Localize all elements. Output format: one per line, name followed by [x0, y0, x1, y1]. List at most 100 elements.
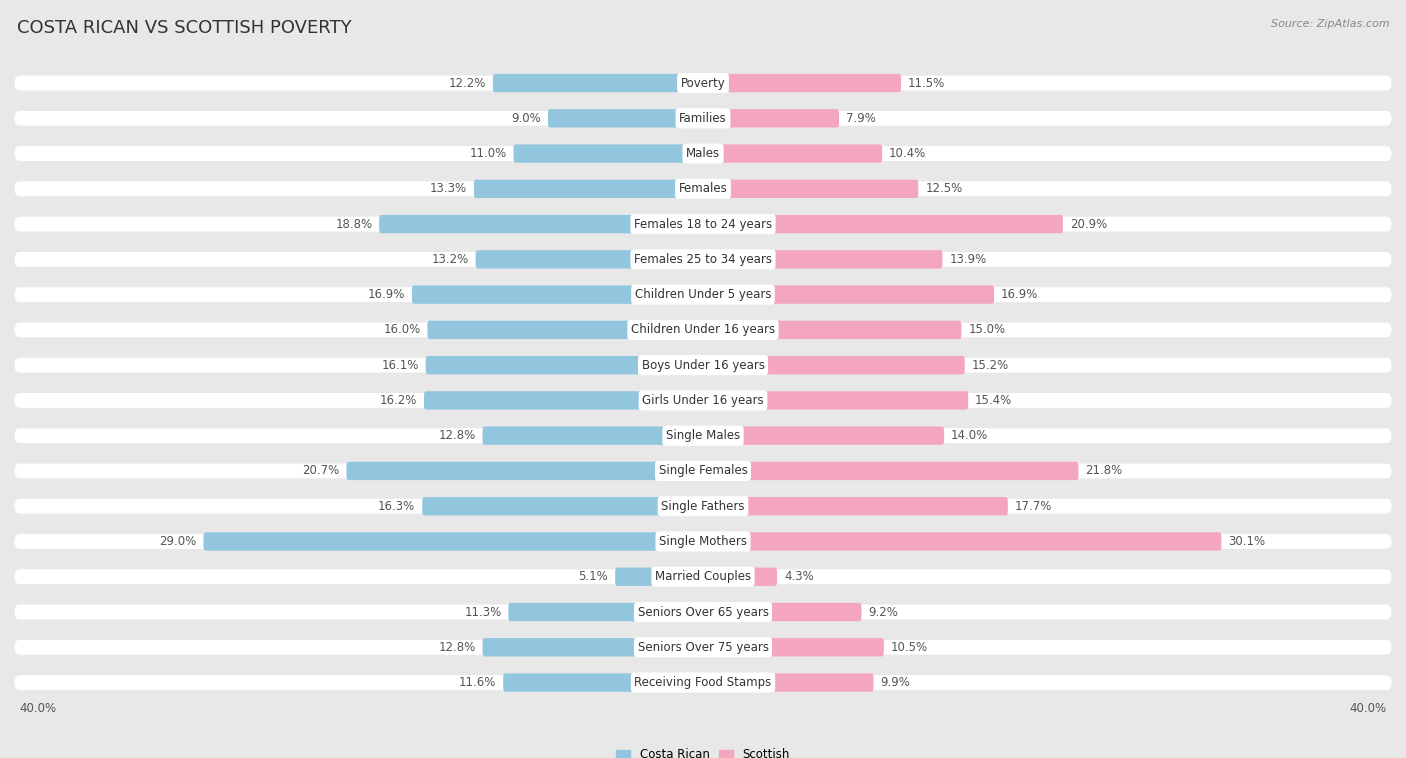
Text: 9.2%: 9.2% [869, 606, 898, 619]
Text: 29.0%: 29.0% [159, 535, 197, 548]
Text: 11.3%: 11.3% [464, 606, 502, 619]
Text: 12.2%: 12.2% [449, 77, 486, 89]
Text: 16.1%: 16.1% [381, 359, 419, 371]
FancyBboxPatch shape [14, 393, 1392, 408]
FancyBboxPatch shape [703, 250, 942, 268]
Text: 16.2%: 16.2% [380, 394, 418, 407]
FancyBboxPatch shape [703, 109, 839, 127]
FancyBboxPatch shape [703, 286, 994, 304]
FancyBboxPatch shape [475, 250, 703, 268]
FancyBboxPatch shape [703, 180, 918, 198]
Text: 12.8%: 12.8% [439, 429, 475, 442]
Text: Females 18 to 24 years: Females 18 to 24 years [634, 218, 772, 230]
Text: 40.0%: 40.0% [20, 703, 56, 716]
FancyBboxPatch shape [14, 675, 1392, 690]
Text: 11.5%: 11.5% [908, 77, 945, 89]
FancyBboxPatch shape [703, 462, 1078, 480]
Text: 15.0%: 15.0% [969, 324, 1005, 337]
Text: 16.9%: 16.9% [367, 288, 405, 301]
Text: 12.8%: 12.8% [439, 641, 475, 654]
FancyBboxPatch shape [14, 640, 1392, 655]
Text: 12.5%: 12.5% [925, 183, 963, 196]
FancyBboxPatch shape [703, 673, 873, 692]
Text: 16.3%: 16.3% [378, 500, 415, 512]
FancyBboxPatch shape [14, 217, 1392, 231]
Text: 18.8%: 18.8% [335, 218, 373, 230]
Text: 17.7%: 17.7% [1015, 500, 1052, 512]
FancyBboxPatch shape [204, 532, 703, 550]
FancyBboxPatch shape [703, 638, 884, 656]
Text: Source: ZipAtlas.com: Source: ZipAtlas.com [1271, 19, 1389, 29]
Text: 13.9%: 13.9% [949, 253, 987, 266]
Text: Girls Under 16 years: Girls Under 16 years [643, 394, 763, 407]
Text: Single Males: Single Males [666, 429, 740, 442]
FancyBboxPatch shape [513, 144, 703, 163]
FancyBboxPatch shape [494, 74, 703, 92]
FancyBboxPatch shape [412, 286, 703, 304]
Text: Receiving Food Stamps: Receiving Food Stamps [634, 676, 772, 689]
FancyBboxPatch shape [14, 605, 1392, 619]
FancyBboxPatch shape [703, 144, 882, 163]
FancyBboxPatch shape [703, 497, 1008, 515]
Text: 15.2%: 15.2% [972, 359, 1010, 371]
FancyBboxPatch shape [14, 464, 1392, 478]
FancyBboxPatch shape [14, 76, 1392, 90]
Text: 15.4%: 15.4% [976, 394, 1012, 407]
FancyBboxPatch shape [14, 534, 1392, 549]
FancyBboxPatch shape [14, 428, 1392, 443]
FancyBboxPatch shape [482, 427, 703, 445]
FancyBboxPatch shape [422, 497, 703, 515]
Text: 30.1%: 30.1% [1229, 535, 1265, 548]
Text: Females 25 to 34 years: Females 25 to 34 years [634, 253, 772, 266]
Text: 10.4%: 10.4% [889, 147, 927, 160]
FancyBboxPatch shape [14, 181, 1392, 196]
FancyBboxPatch shape [14, 252, 1392, 267]
FancyBboxPatch shape [703, 74, 901, 92]
FancyBboxPatch shape [14, 499, 1392, 514]
Text: Poverty: Poverty [681, 77, 725, 89]
Legend: Costa Rican, Scottish: Costa Rican, Scottish [612, 744, 794, 758]
Text: 9.0%: 9.0% [512, 111, 541, 125]
FancyBboxPatch shape [703, 215, 1063, 233]
Text: COSTA RICAN VS SCOTTISH POVERTY: COSTA RICAN VS SCOTTISH POVERTY [17, 19, 352, 37]
Text: 13.2%: 13.2% [432, 253, 468, 266]
FancyBboxPatch shape [703, 321, 962, 339]
Text: Single Females: Single Females [658, 465, 748, 478]
FancyBboxPatch shape [380, 215, 703, 233]
FancyBboxPatch shape [703, 427, 945, 445]
Text: Single Mothers: Single Mothers [659, 535, 747, 548]
FancyBboxPatch shape [703, 532, 1222, 550]
Text: 13.3%: 13.3% [430, 183, 467, 196]
FancyBboxPatch shape [425, 391, 703, 409]
FancyBboxPatch shape [14, 358, 1392, 373]
Text: Single Fathers: Single Fathers [661, 500, 745, 512]
Text: Males: Males [686, 147, 720, 160]
Text: 5.1%: 5.1% [578, 570, 609, 583]
Text: Children Under 5 years: Children Under 5 years [634, 288, 772, 301]
FancyBboxPatch shape [703, 568, 778, 586]
Text: 16.9%: 16.9% [1001, 288, 1039, 301]
Text: 21.8%: 21.8% [1085, 465, 1122, 478]
Text: Seniors Over 75 years: Seniors Over 75 years [637, 641, 769, 654]
Text: 20.7%: 20.7% [302, 465, 340, 478]
Text: 4.3%: 4.3% [785, 570, 814, 583]
FancyBboxPatch shape [14, 322, 1392, 337]
Text: Boys Under 16 years: Boys Under 16 years [641, 359, 765, 371]
Text: 16.0%: 16.0% [384, 324, 420, 337]
FancyBboxPatch shape [14, 287, 1392, 302]
Text: 40.0%: 40.0% [1350, 703, 1386, 716]
FancyBboxPatch shape [427, 321, 703, 339]
Text: Seniors Over 65 years: Seniors Over 65 years [637, 606, 769, 619]
FancyBboxPatch shape [548, 109, 703, 127]
FancyBboxPatch shape [509, 603, 703, 622]
Text: 7.9%: 7.9% [846, 111, 876, 125]
Text: Children Under 16 years: Children Under 16 years [631, 324, 775, 337]
FancyBboxPatch shape [503, 673, 703, 692]
FancyBboxPatch shape [14, 111, 1392, 126]
FancyBboxPatch shape [482, 638, 703, 656]
Text: 10.5%: 10.5% [891, 641, 928, 654]
FancyBboxPatch shape [616, 568, 703, 586]
Text: 9.9%: 9.9% [880, 676, 910, 689]
Text: Females: Females [679, 183, 727, 196]
FancyBboxPatch shape [14, 146, 1392, 161]
